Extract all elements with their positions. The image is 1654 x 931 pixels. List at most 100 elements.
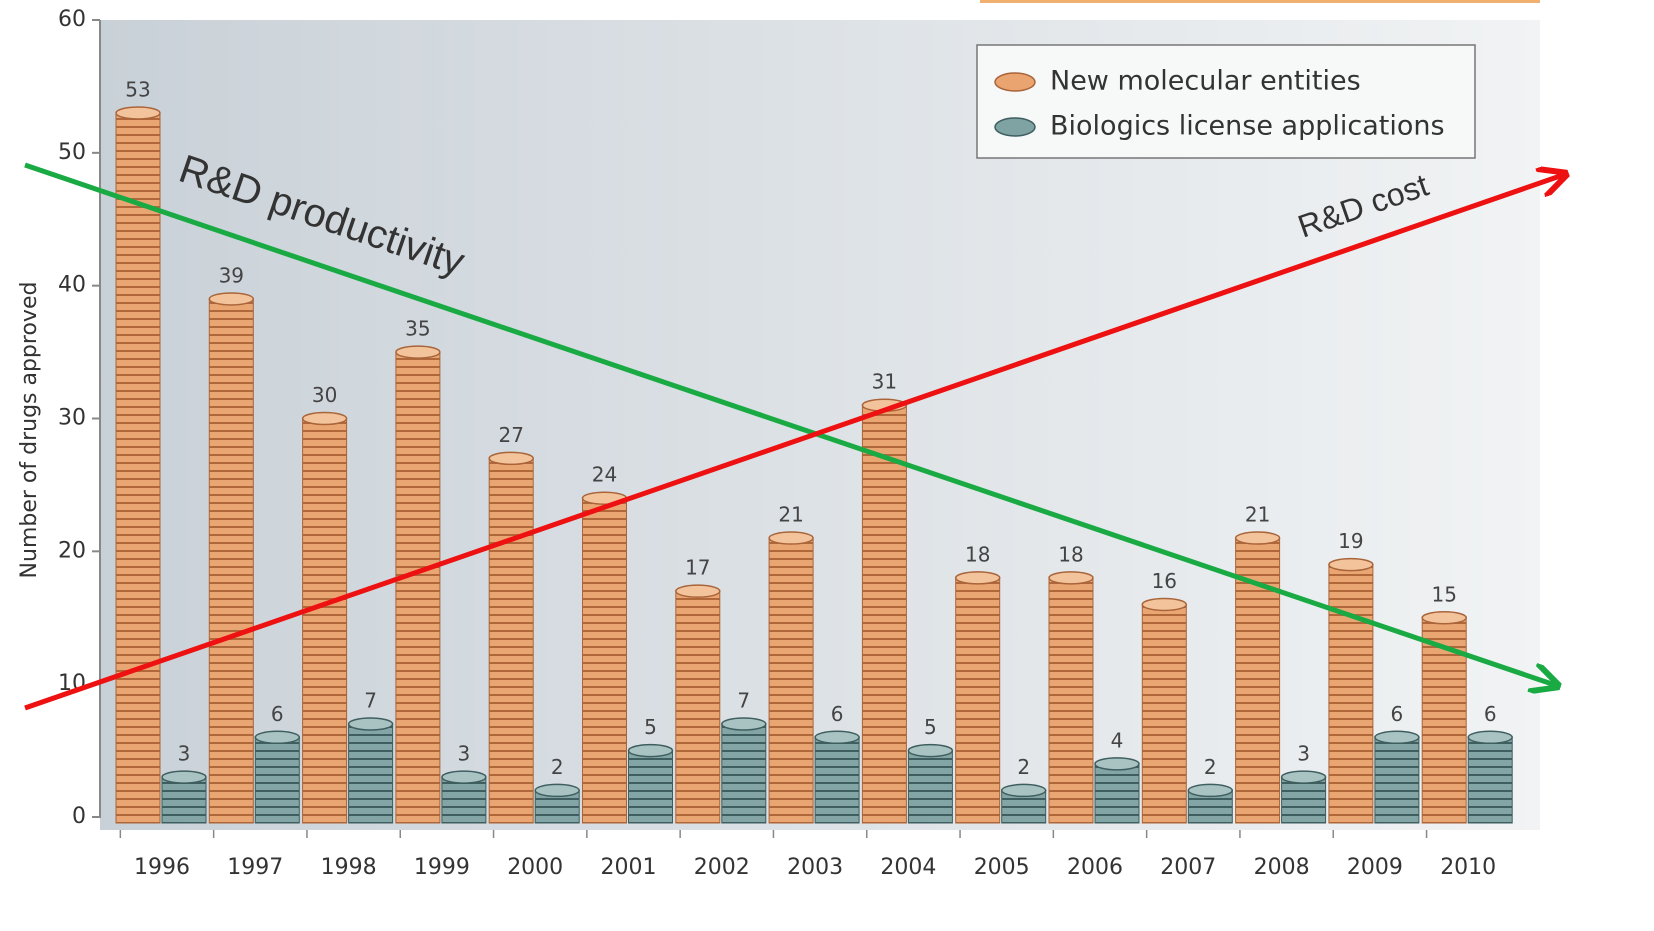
bar-cap: [1188, 784, 1232, 796]
value-label: 53: [125, 77, 150, 101]
value-label: 6: [271, 702, 284, 726]
value-label: 24: [592, 463, 617, 487]
bar-cap: [1329, 559, 1373, 571]
value-label: 7: [737, 689, 750, 713]
value-label: 7: [364, 689, 377, 713]
y-tick-label: 40: [58, 273, 86, 298]
bar-cap: [956, 572, 1000, 584]
bar-cap: [116, 107, 160, 119]
x-tick-label: 1996: [134, 855, 190, 880]
value-label: 6: [1391, 702, 1404, 726]
value-label: 2: [1017, 755, 1030, 779]
bar: [1142, 604, 1186, 823]
y-tick-label: 60: [58, 7, 86, 32]
value-label: 16: [1152, 569, 1177, 593]
bar-cap: [1468, 731, 1512, 743]
bar: [209, 299, 253, 823]
value-label: 30: [312, 383, 337, 407]
bar-cap: [1142, 598, 1186, 610]
legend-label: Biologics license applications: [1050, 111, 1445, 142]
bar-cap: [629, 745, 673, 757]
bar-cap: [908, 745, 952, 757]
bar-cap: [769, 532, 813, 544]
chart: Number of drugs approved New molecular e…: [0, 0, 1654, 931]
bar: [489, 458, 533, 823]
bar-cap: [1049, 572, 1093, 584]
bar: [1468, 737, 1512, 823]
bar: [303, 419, 347, 824]
bar-cap: [255, 731, 299, 743]
value-label: 31: [872, 370, 897, 394]
bar-cap: [1282, 771, 1326, 783]
value-label: 21: [778, 503, 803, 527]
x-tick-label: 2008: [1254, 855, 1310, 880]
bar-cap: [1236, 532, 1280, 544]
bar: [629, 751, 673, 823]
y-axis-label: Number of drugs approved: [17, 282, 42, 579]
bar: [1375, 737, 1419, 823]
y-tick-label: 20: [58, 538, 86, 563]
bar-cap: [1422, 612, 1466, 624]
value-label: 2: [551, 755, 564, 779]
value-label: 17: [685, 556, 710, 580]
bar-cap: [349, 718, 393, 730]
value-label: 39: [219, 263, 244, 287]
bar: [676, 591, 720, 823]
bar: [1282, 777, 1326, 823]
value-label: 27: [498, 423, 523, 447]
x-tick-label: 1999: [414, 855, 470, 880]
bar: [116, 113, 160, 823]
x-tick-label: 1997: [227, 855, 283, 880]
x-tick-label: 2000: [507, 855, 563, 880]
x-tick-label: 2005: [974, 855, 1030, 880]
bar: [815, 737, 859, 823]
y-tick-label: 0: [72, 804, 86, 829]
legend-swatch: [995, 118, 1035, 136]
bar: [722, 724, 766, 823]
bar: [1049, 578, 1093, 823]
value-label: 5: [644, 715, 657, 739]
top-border: [980, 0, 1540, 3]
bar-cap: [535, 784, 579, 796]
bar-cap: [489, 452, 533, 464]
bar: [862, 405, 906, 823]
y-tick-label: 30: [58, 406, 86, 431]
bar-cap: [396, 346, 440, 358]
bar: [769, 538, 813, 823]
bar: [1095, 764, 1139, 823]
y-tick-label: 50: [58, 140, 86, 165]
x-tick-label: 2001: [601, 855, 657, 880]
x-tick-label: 2009: [1347, 855, 1403, 880]
bar: [396, 352, 440, 823]
value-label: 3: [178, 742, 191, 766]
bar-cap: [209, 293, 253, 305]
legend-swatch: [995, 73, 1035, 91]
value-label: 3: [1297, 742, 1310, 766]
x-tick-label: 1998: [321, 855, 377, 880]
value-label: 2: [1204, 755, 1217, 779]
x-tick-label: 2010: [1440, 855, 1496, 880]
x-tick-label: 2004: [880, 855, 936, 880]
bar-cap: [1095, 758, 1139, 770]
bar-cap: [815, 731, 859, 743]
value-label: 21: [1245, 503, 1270, 527]
bar-cap: [722, 718, 766, 730]
bar: [908, 751, 952, 823]
bar: [162, 777, 206, 823]
bar-cap: [162, 771, 206, 783]
bar: [442, 777, 486, 823]
bar: [583, 498, 627, 823]
bar: [349, 724, 393, 823]
value-label: 18: [965, 542, 990, 566]
value-label: 3: [458, 742, 471, 766]
x-tick-label: 2003: [787, 855, 843, 880]
page: {"chart_data": {"type": "bar", "y_label"…: [0, 0, 1654, 931]
value-label: 18: [1058, 542, 1083, 566]
bar-cap: [676, 585, 720, 597]
value-label: 6: [831, 702, 844, 726]
x-tick-label: 2002: [694, 855, 750, 880]
value-label: 35: [405, 317, 430, 341]
value-label: 5: [924, 715, 937, 739]
x-tick-label: 2007: [1160, 855, 1216, 880]
